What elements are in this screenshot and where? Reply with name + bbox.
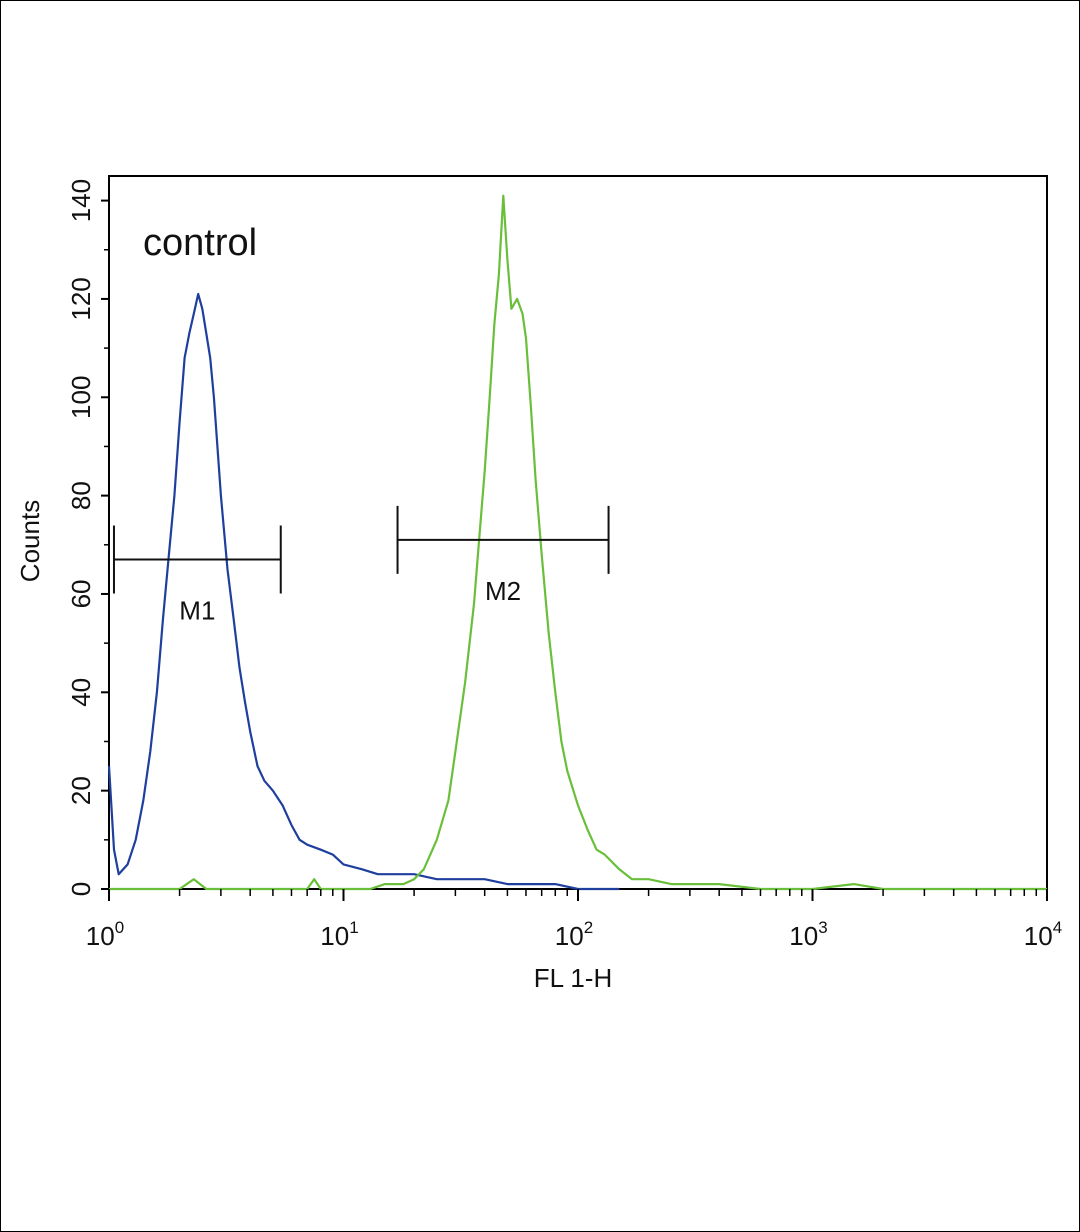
control-annotation: control: [143, 222, 257, 264]
y-axis-label: Counts: [15, 500, 45, 582]
y-tick-label: 140: [66, 179, 96, 222]
y-tick-label: 40: [66, 678, 96, 707]
y-tick-label: 60: [66, 580, 96, 609]
x-tick-label: 100: [86, 918, 124, 951]
y-tick-label: 20: [66, 776, 96, 805]
x-tick-label: 103: [789, 918, 827, 951]
x-tick-label: 102: [555, 918, 593, 951]
series-layer: [107, 194, 1047, 891]
x-tick-label: 101: [320, 918, 358, 951]
m2-label: M2: [485, 576, 521, 606]
x-tick-label: 104: [1024, 918, 1062, 951]
y-tick-label: 0: [66, 882, 96, 896]
series-line-1: [107, 292, 620, 891]
marker-layer: M1 M2: [112, 505, 610, 626]
y-tick-label: 100: [66, 376, 96, 419]
series-line-2: [109, 194, 1047, 891]
plot-area-frame: [108, 175, 1048, 890]
x-axis-label: FL 1-H: [534, 963, 613, 993]
m1-label: M1: [179, 596, 215, 626]
y-tick-label: 120: [66, 277, 96, 320]
y-tick-label: 80: [66, 481, 96, 510]
axis-layer: 0 20 40 60 80 100 120 140 100 101 102 103 104: [66, 179, 1062, 951]
